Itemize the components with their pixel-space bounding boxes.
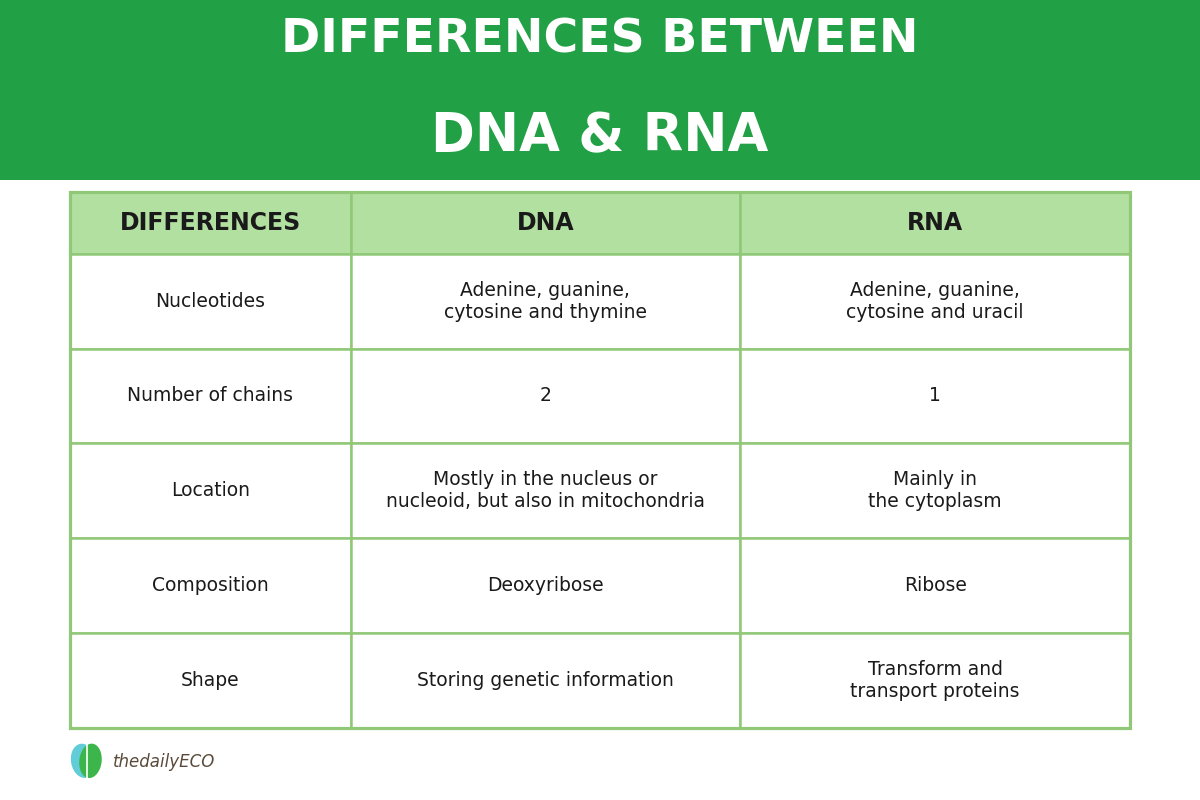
Text: 2: 2 [540,386,551,406]
Text: DNA & RNA: DNA & RNA [431,110,769,162]
Text: Number of chains: Number of chains [127,386,293,406]
Text: RNA: RNA [907,211,964,235]
Ellipse shape [79,744,102,778]
Text: Mostly in the nucleus or
nucleoid, but also in mitochondria: Mostly in the nucleus or nucleoid, but a… [386,470,704,511]
Text: DIFFERENCES: DIFFERENCES [120,211,301,235]
Text: Adenine, guanine,
cytosine and uracil: Adenine, guanine, cytosine and uracil [846,281,1024,322]
Ellipse shape [71,744,96,778]
Text: Shape: Shape [181,671,240,690]
Text: Ribose: Ribose [904,576,967,595]
Text: 1: 1 [929,386,941,406]
Text: Deoxyribose: Deoxyribose [487,576,604,595]
Text: thedailyECO: thedailyECO [113,753,215,770]
Text: DNA: DNA [516,211,574,235]
Text: Storing genetic information: Storing genetic information [416,671,674,690]
Text: Mainly in
the cytoplasm: Mainly in the cytoplasm [869,470,1002,511]
Text: Nucleotides: Nucleotides [155,291,265,310]
Text: Adenine, guanine,
cytosine and thymine: Adenine, guanine, cytosine and thymine [444,281,647,322]
Text: Composition: Composition [151,576,269,595]
Text: Transform and
transport proteins: Transform and transport proteins [851,660,1020,701]
Text: Location: Location [170,482,250,500]
Text: DIFFERENCES BETWEEN: DIFFERENCES BETWEEN [281,18,919,63]
